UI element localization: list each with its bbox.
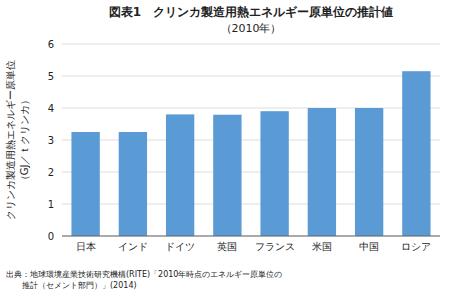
- grid: [62, 44, 440, 236]
- bar: [119, 132, 147, 236]
- bar: [402, 71, 430, 236]
- x-tick-label: ロシア: [401, 241, 431, 252]
- title: 図表1 クリンカ製造用熱エネルギー原単位の推計値: [109, 5, 393, 19]
- y-tick-label: 1: [48, 199, 54, 210]
- bar: [71, 132, 99, 236]
- y-tick-label: 3: [48, 135, 54, 146]
- grid-line: [62, 44, 440, 45]
- x-axis-line: [62, 236, 440, 237]
- bar: [355, 108, 383, 236]
- bar: [260, 111, 288, 236]
- chart: 図表1 クリンカ製造用熱エネルギー原単位の推計値 （2010年） 0 1 2 3 4 5 6 クリ…: [0, 0, 450, 300]
- bar: [213, 115, 241, 236]
- bar: [166, 114, 194, 236]
- y-tick-label: 2: [48, 167, 54, 178]
- grid-line: [62, 236, 440, 237]
- x-tick-label: インド: [118, 241, 148, 252]
- page: {"chart_data": {"type": "bar", "title": …: [0, 0, 450, 300]
- y-tick-label: 4: [48, 103, 54, 114]
- x-tick-label: フランス: [255, 241, 295, 252]
- bar: [308, 108, 336, 236]
- x-tick-label: 中国: [359, 241, 379, 252]
- y-axis-label: （GJ／ｔクリンカ）: [19, 95, 30, 186]
- x-tick-label: 英国: [217, 241, 237, 252]
- source-note: 出典：地球環境産業技術研究機構(RITE)「2010年時点のエネルギー原単位の: [6, 270, 282, 279]
- y-tick-label: 6: [48, 39, 54, 50]
- x-tick-label: ドイツ: [165, 241, 195, 252]
- y-axis-label: クリンカ製造用熱エネルギー原単位: [5, 60, 16, 220]
- source-note: 推計（セメント部門）」(2014): [6, 281, 137, 290]
- x-tick-label: 米国: [312, 241, 332, 252]
- grid-line: [62, 76, 440, 77]
- y-tick-label: 5: [48, 71, 54, 82]
- subtitle: （2010年）: [221, 22, 282, 35]
- bars: [71, 71, 430, 236]
- y-tick-label: 0: [48, 231, 54, 242]
- x-tick-label: 日本: [76, 241, 96, 252]
